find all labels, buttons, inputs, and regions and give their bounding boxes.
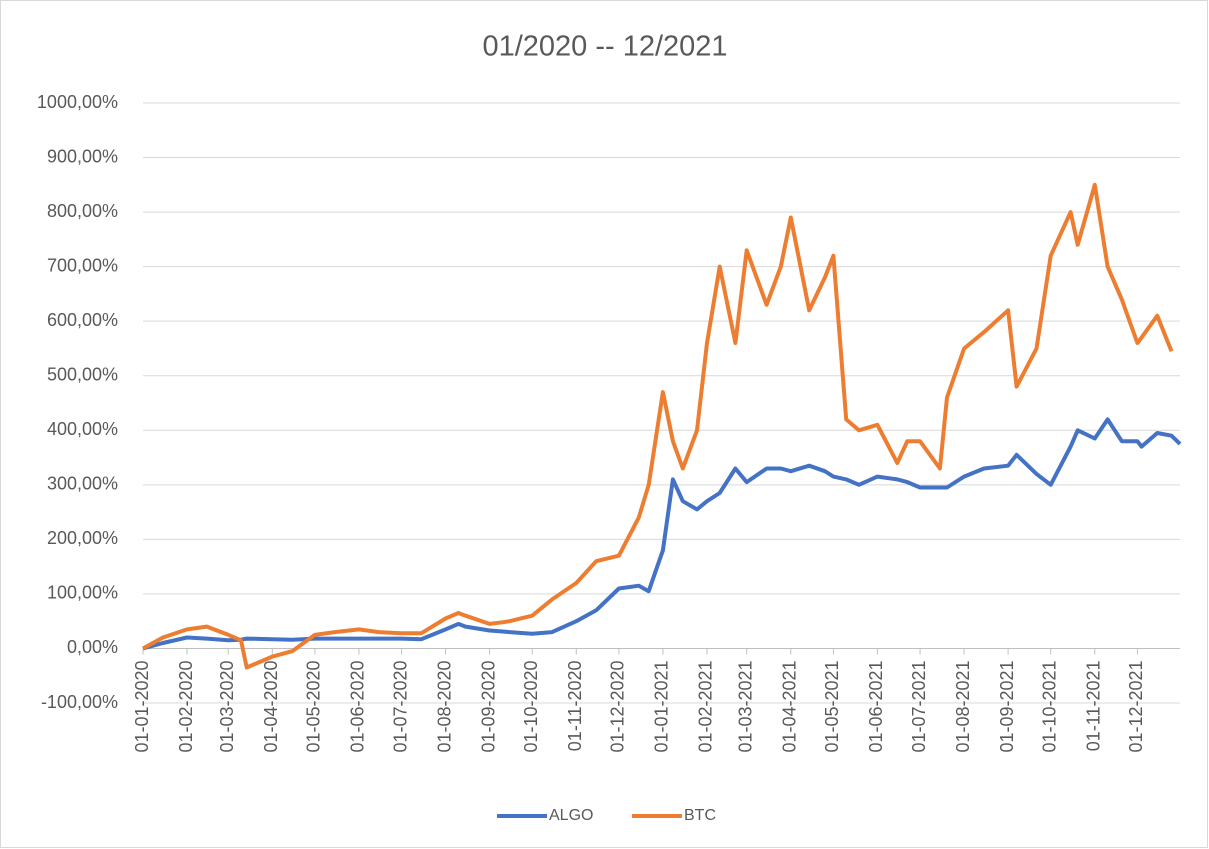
y-tick-label: 700,00% [47, 255, 118, 275]
x-tick-label: 01-10-2020 [521, 660, 541, 752]
y-tick-label: 800,00% [47, 201, 118, 221]
x-tick-label: 01-12-2021 [1126, 660, 1146, 752]
chart-title: 01/2020 -- 12/2021 [482, 31, 727, 63]
x-tick-label: 01-02-2021 [696, 660, 716, 752]
x-tick-label: 01-04-2020 [261, 660, 281, 752]
y-tick-label: 400,00% [47, 419, 118, 439]
y-tick-label: 200,00% [47, 528, 118, 548]
legend-label: ALGO [549, 807, 593, 824]
x-tick-label: 01-05-2020 [304, 660, 324, 752]
x-tick-label: 01-05-2021 [822, 660, 842, 752]
y-tick-label: 0,00% [67, 637, 118, 657]
y-tick-label: 900,00% [47, 146, 118, 166]
x-tick-label: 01-01-2021 [652, 660, 672, 752]
y-tick-label: 1000,00% [37, 92, 118, 112]
y-tick-label: 500,00% [47, 364, 118, 384]
x-tick-label: 01-10-2021 [1039, 660, 1059, 752]
x-tick-label: 01-11-2020 [565, 660, 585, 751]
x-tick-label: 01-12-2020 [608, 660, 628, 752]
line-series [142, 417, 1182, 651]
x-tick-label: 01-06-2021 [866, 660, 886, 752]
y-tick-label: 600,00% [47, 310, 118, 330]
x-tick-label: 01-07-2020 [390, 660, 410, 752]
y-tick-label: 300,00% [47, 474, 118, 494]
line-series [142, 182, 1174, 670]
x-tick-label: 01-03-2021 [735, 660, 755, 752]
x-tick-label: 01-08-2020 [434, 660, 454, 752]
legend-label: BTC [684, 807, 716, 824]
y-tick-label: 100,00% [47, 583, 118, 603]
x-tick-label: 01-09-2020 [478, 660, 498, 752]
x-tick-label: 01-02-2020 [176, 660, 196, 752]
x-tick-label: 01-07-2021 [909, 660, 929, 752]
x-tick-label: 01-04-2021 [780, 660, 800, 752]
x-tick-label: 01-01-2020 [132, 660, 152, 752]
x-tick-label: 01-09-2021 [997, 660, 1017, 752]
x-tick-label: 01-06-2020 [348, 660, 368, 752]
x-tick-label: 01-08-2021 [953, 660, 973, 752]
x-tick-label: 01-11-2021 [1084, 660, 1104, 751]
x-tick-label: 01-03-2020 [217, 660, 237, 752]
y-tick-label: -100,00% [41, 692, 118, 712]
